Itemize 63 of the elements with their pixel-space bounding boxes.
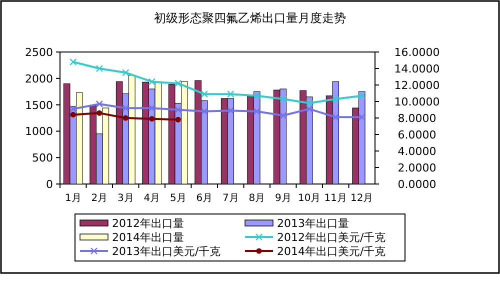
y-tick-label: 0 [46, 178, 53, 191]
y2-tick-label: 6.0000 [398, 128, 436, 142]
point [122, 115, 128, 121]
point [280, 112, 287, 120]
legend-label: 2013年出口量 [277, 217, 349, 230]
y2-tick-label: 10.0000 [394, 96, 440, 108]
y-tick-label: 1500 [25, 98, 53, 112]
y2-tick-label: 4.0000 [398, 145, 436, 158]
y2-tick-label: 2.0000 [398, 162, 436, 174]
y2-tick-label: 8.0000 [398, 112, 436, 125]
point [70, 105, 77, 113]
x-tick-label: 1月 [64, 193, 82, 204]
point [200, 90, 208, 98]
point [174, 106, 182, 114]
x-tick-label: 4月 [144, 193, 160, 204]
point [122, 69, 130, 76]
y-tick-label: 2000 [25, 72, 53, 86]
legend-label: 2012年出口量 [112, 217, 184, 230]
point [200, 108, 208, 115]
chart-title: 初级形态聚四氟乙烯出口量月度走势 [154, 11, 346, 25]
legend-label: 2012年出口美元/千克 [277, 231, 386, 244]
x-tick-label: 10月 [298, 193, 321, 204]
point [358, 92, 366, 100]
point [227, 106, 234, 114]
y-tick-label: 2500 [25, 46, 53, 59]
point [332, 95, 340, 103]
point [70, 58, 77, 66]
point [358, 114, 366, 121]
point [96, 110, 102, 116]
x-tick-label: 8月 [248, 193, 266, 204]
point [280, 95, 287, 103]
point [175, 116, 181, 122]
y2-tick-label: 0.0000 [398, 178, 436, 191]
legend-label: 2014年出口美元/千克 [277, 245, 386, 258]
y2-tick-label: 16.0000 [394, 46, 440, 59]
x-tick-label: 12月 [350, 193, 374, 204]
point [149, 116, 155, 122]
point [148, 104, 156, 112]
y2-tick-label: 14.0000 [394, 62, 440, 76]
y-tick-label: 1000 [25, 125, 53, 138]
point [122, 104, 130, 112]
x-tick-label: 9月 [274, 193, 292, 204]
point [253, 108, 260, 115]
point [332, 114, 340, 121]
x-tick-label: 11月 [324, 193, 347, 204]
point [96, 100, 103, 108]
legend-label: 2013年出口美元/千克 [112, 245, 221, 258]
point [253, 92, 260, 100]
point [306, 100, 313, 107]
point [70, 112, 76, 118]
y-tick-label: 500 [32, 152, 53, 165]
legend-label: 2014年出口量 [112, 231, 184, 244]
point [96, 64, 103, 72]
y2-tick-label: 12.0000 [394, 79, 440, 92]
x-tick-label: 3月 [117, 193, 134, 204]
x-tick-label: 2月 [91, 193, 108, 204]
point [174, 80, 182, 87]
point [306, 105, 313, 113]
x-tick-label: 7月 [222, 193, 239, 204]
point [148, 78, 156, 86]
x-tick-label: 5月 [170, 193, 186, 204]
point [227, 90, 234, 98]
x-tick-label: 6月 [196, 193, 213, 204]
